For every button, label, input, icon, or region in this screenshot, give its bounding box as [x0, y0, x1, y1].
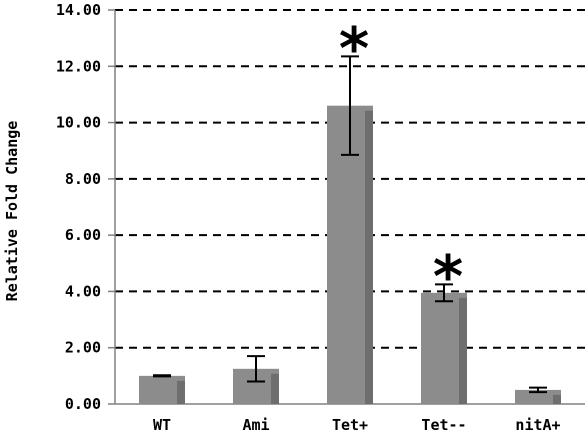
x-category-label: nitA+ — [515, 416, 560, 434]
x-category-label: Ami — [242, 416, 269, 434]
error-bar — [529, 386, 547, 394]
y-axis-label: Relative Fold Change — [3, 121, 21, 302]
bar-shadow — [177, 380, 185, 404]
significance-markers: ** — [339, 14, 463, 310]
grid-lines — [108, 9, 585, 405]
bar-shadow — [553, 394, 561, 404]
y-tick-labels: 0.00 2.00 4.00 6.00 8.00 10.00 12.00 14.00 — [56, 1, 101, 413]
y-tick-label: 12.00 — [56, 57, 101, 75]
bar-shadow — [271, 373, 279, 404]
x-category-label: WT — [153, 416, 171, 434]
y-tick-label: 4.00 — [65, 282, 101, 300]
x-category-labels: WT Ami Tet+ Tet-- nitA+ — [153, 416, 561, 434]
y-tick-label: 6.00 — [65, 226, 101, 244]
error-bar — [435, 283, 453, 303]
y-tick-label: 2.00 — [65, 339, 101, 357]
y-tick-label: 0.00 — [65, 395, 101, 413]
error-bar — [341, 55, 359, 156]
x-category-label: Tet-- — [421, 416, 466, 434]
bar-shadow — [365, 110, 373, 404]
bars — [139, 105, 561, 404]
y-tick-label: 14.00 — [56, 1, 101, 19]
significance-star: * — [339, 14, 369, 82]
significance-star: * — [433, 242, 463, 310]
bar-shadow — [459, 297, 467, 404]
error-bar — [247, 355, 265, 383]
y-tick-label: 10.00 — [56, 114, 101, 132]
x-category-label: Tet+ — [332, 416, 368, 434]
y-tick-label: 8.00 — [65, 170, 101, 188]
error-bars — [153, 55, 547, 394]
bar-nita- — [515, 389, 561, 404]
error-bar — [153, 374, 171, 378]
